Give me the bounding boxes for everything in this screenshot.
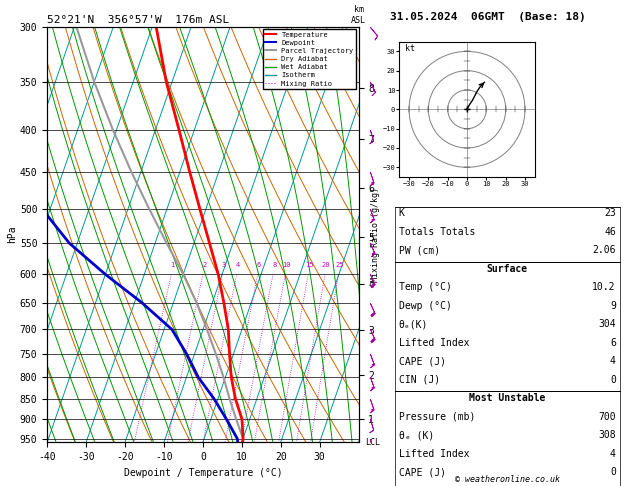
Text: 52°21'N  356°57'W  176m ASL: 52°21'N 356°57'W 176m ASL [47, 15, 230, 25]
Text: 10.2: 10.2 [593, 282, 616, 293]
Text: Temp (°C): Temp (°C) [399, 282, 452, 293]
Text: 3: 3 [221, 262, 226, 268]
Text: 700: 700 [598, 412, 616, 422]
Text: Dewp (°C): Dewp (°C) [399, 301, 452, 311]
Text: 2: 2 [202, 262, 206, 268]
Text: 10: 10 [282, 262, 291, 268]
Text: 0: 0 [610, 375, 616, 385]
Text: Mixing Ratio (g/kg): Mixing Ratio (g/kg) [371, 187, 380, 282]
Text: 23: 23 [604, 208, 616, 219]
Text: LCL: LCL [365, 438, 380, 447]
Text: © weatheronline.co.uk: © weatheronline.co.uk [455, 474, 560, 484]
Text: Pressure (mb): Pressure (mb) [399, 412, 475, 422]
Text: 6: 6 [257, 262, 261, 268]
Text: km
ASL: km ASL [351, 5, 366, 25]
Text: 31.05.2024  06GMT  (Base: 18): 31.05.2024 06GMT (Base: 18) [390, 12, 586, 22]
Text: 304: 304 [598, 319, 616, 330]
Text: Most Unstable: Most Unstable [469, 393, 545, 403]
Text: 9: 9 [610, 301, 616, 311]
Text: 15: 15 [305, 262, 314, 268]
Text: 4: 4 [610, 449, 616, 459]
Text: 25: 25 [335, 262, 343, 268]
Legend: Temperature, Dewpoint, Parcel Trajectory, Dry Adiabat, Wet Adiabat, Isotherm, Mi: Temperature, Dewpoint, Parcel Trajectory… [263, 29, 357, 89]
Text: K: K [399, 208, 404, 219]
Text: 4: 4 [236, 262, 240, 268]
Text: 20: 20 [322, 262, 330, 268]
X-axis label: Dewpoint / Temperature (°C): Dewpoint / Temperature (°C) [123, 468, 282, 478]
Text: CAPE (J): CAPE (J) [399, 467, 446, 477]
Text: 1: 1 [170, 262, 175, 268]
Text: Lifted Index: Lifted Index [399, 449, 469, 459]
Text: 4: 4 [610, 356, 616, 366]
Text: 8: 8 [272, 262, 276, 268]
Text: 6: 6 [610, 338, 616, 348]
Text: θₑ(K): θₑ(K) [399, 319, 428, 330]
Text: 0: 0 [610, 467, 616, 477]
Text: 2.06: 2.06 [593, 245, 616, 256]
Y-axis label: hPa: hPa [7, 226, 17, 243]
Text: CIN (J): CIN (J) [399, 375, 440, 385]
Text: 308: 308 [598, 430, 616, 440]
Text: PW (cm): PW (cm) [399, 245, 440, 256]
Text: kt: kt [405, 44, 415, 53]
Text: Lifted Index: Lifted Index [399, 338, 469, 348]
Text: Surface: Surface [487, 264, 528, 274]
Text: θₑ (K): θₑ (K) [399, 430, 434, 440]
Text: Totals Totals: Totals Totals [399, 227, 475, 237]
Text: CAPE (J): CAPE (J) [399, 356, 446, 366]
Text: 46: 46 [604, 227, 616, 237]
